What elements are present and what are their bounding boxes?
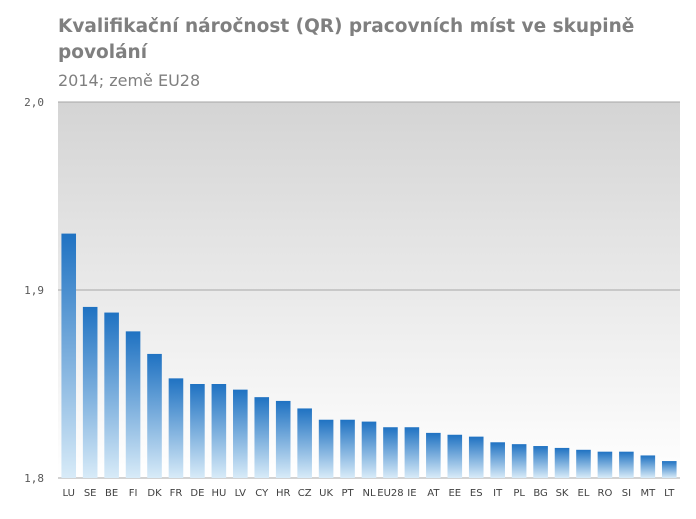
bar-uk <box>318 419 334 478</box>
bar-it <box>490 442 505 478</box>
x-tick-label: HU <box>211 488 226 499</box>
x-tick-label: CY <box>255 488 269 499</box>
bar-hr <box>275 400 291 478</box>
bar-fi <box>125 331 141 478</box>
bar-sk <box>554 447 570 478</box>
bar-nl <box>361 421 377 478</box>
y-tick-label: 2,0 <box>24 96 44 109</box>
bar-lv <box>233 389 248 478</box>
bar-pl <box>511 444 527 478</box>
bar-eu28 <box>383 427 398 478</box>
bar-be <box>104 312 119 478</box>
bar-se <box>82 306 98 478</box>
x-tick-label: EU28 <box>377 488 403 499</box>
bar-de <box>190 384 205 478</box>
x-tick-label: BG <box>533 488 547 499</box>
x-tick-label: EE <box>448 488 461 499</box>
x-tick-label: PT <box>341 488 354 499</box>
bar-ie <box>404 427 420 478</box>
x-tick-label: CZ <box>298 488 312 499</box>
x-tick-label: ES <box>470 488 483 499</box>
chart-subtitle: 2014; země EU28 <box>58 71 201 90</box>
x-tick-label: FR <box>170 488 183 499</box>
x-tick-label: DE <box>190 488 204 499</box>
bar-bg <box>533 446 548 478</box>
bar-fr <box>168 378 184 478</box>
bar-ro <box>597 451 613 478</box>
bar-hu <box>211 384 227 478</box>
x-tick-label: BE <box>105 488 118 499</box>
x-tick-label: LT <box>664 488 675 499</box>
x-tick-label: AT <box>427 488 440 499</box>
x-tick-label: HR <box>276 488 291 499</box>
x-tick-label: FI <box>129 488 138 499</box>
bar-pt <box>340 419 355 478</box>
x-tick-label: PL <box>513 488 525 499</box>
bar-at <box>426 432 441 478</box>
bar-cy <box>254 397 270 478</box>
bar-lt <box>661 461 677 478</box>
y-tick-label: 1,9 <box>24 284 44 297</box>
x-tick-label: RO <box>598 488 613 499</box>
bar-dk <box>147 353 162 478</box>
x-tick-label: IT <box>493 488 503 499</box>
bar-cz <box>297 408 312 478</box>
x-tick-label: SE <box>84 488 97 499</box>
x-tick-label: LV <box>235 488 246 499</box>
y-tick-label: 1,8 <box>24 472 44 485</box>
x-tick-label: UK <box>319 488 333 499</box>
bar-es <box>468 436 484 478</box>
x-tick-label: IE <box>407 488 416 499</box>
x-tick-label: NL <box>362 488 375 499</box>
x-tick-label: DK <box>147 488 162 499</box>
chart-title: Kvalifikační náročnost (QR) pracovních m… <box>58 16 635 63</box>
x-tick-label: LU <box>63 488 75 499</box>
bar-lu <box>61 233 77 478</box>
x-tick-label: MT <box>640 488 656 499</box>
bar-si <box>619 451 634 478</box>
x-tick-label: SI <box>622 488 631 499</box>
bar-ee <box>447 434 463 478</box>
x-tick-label: SK <box>556 488 569 499</box>
bar-mt <box>640 455 656 478</box>
bar-el <box>576 449 591 478</box>
x-tick-label: EL <box>578 488 590 499</box>
